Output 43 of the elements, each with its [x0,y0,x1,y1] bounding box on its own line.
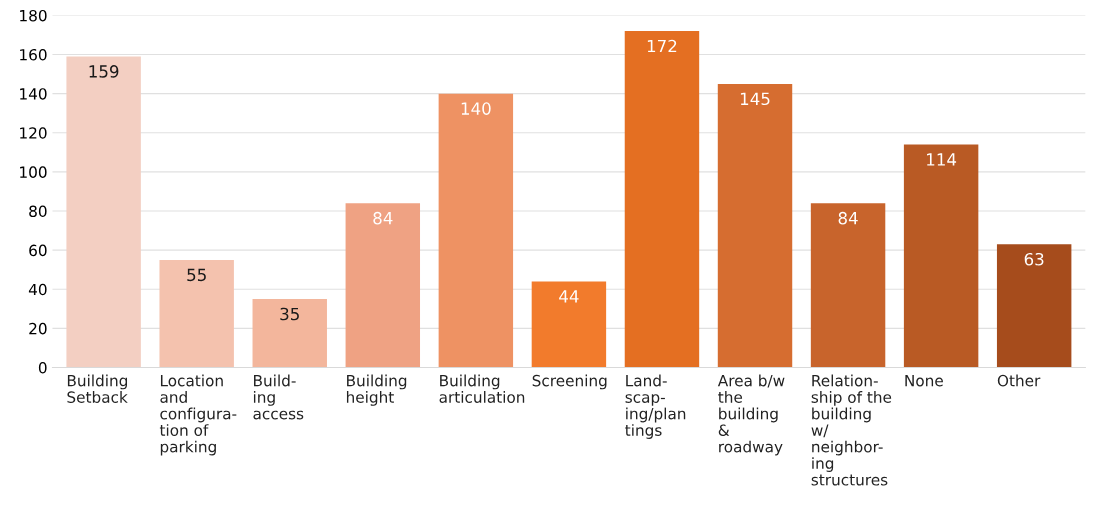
data-label: 44 [559,290,579,303]
bar [159,259,234,368]
x-tick-label: Building Setback [67,374,128,403]
x-tick-label: Building articulation [439,374,525,403]
bar [624,31,700,368]
data-label: 55 [187,268,206,282]
bar [438,93,514,368]
data-label: 145 [740,92,770,106]
y-tick-label: 140 [20,88,47,100]
bar [66,56,141,368]
bar [996,244,1072,368]
data-label: 140 [461,102,491,115]
x-tick-label: Land- scap- ing/plan tings [625,374,686,439]
x-tick-label: Screening [532,374,607,390]
x-tick-label: Other [997,374,1041,387]
x-tick-label: Build- ing access [253,374,304,420]
data-label: 84 [838,211,858,225]
bar [345,203,421,368]
y-tick-label: 100 [20,166,47,178]
x-tick-label: None [905,375,943,387]
data-label: 172 [647,39,677,53]
bar [810,203,886,368]
x-tick-label: Location and configura- tion of parking [159,374,237,456]
y-tick-label: 60 [29,244,47,257]
y-tick-label: 20 [29,322,47,335]
bar [717,83,793,368]
y-tick-label: 120 [20,127,47,139]
data-label: 159 [89,65,119,78]
x-tick-label: Relation- ship of the building w/ neighbor- ing structures [811,374,892,486]
data-label: 114 [927,153,957,166]
bar [903,144,979,368]
x-tick-label: Area b/w the building & roadway [717,374,785,456]
y-tick-label: 40 [28,283,47,296]
data-label: 84 [373,211,393,225]
y-tick-label: 80 [29,205,47,218]
y-tick-label: 0 [38,361,47,374]
y-tick-label: 180 [20,9,47,22]
y-tick-label: 160 [20,49,47,61]
x-tick-label: Building height [346,374,407,406]
data-label: 63 [1024,252,1044,266]
bar [252,299,327,368]
data-label: 35 [280,307,299,321]
bar [531,281,607,368]
